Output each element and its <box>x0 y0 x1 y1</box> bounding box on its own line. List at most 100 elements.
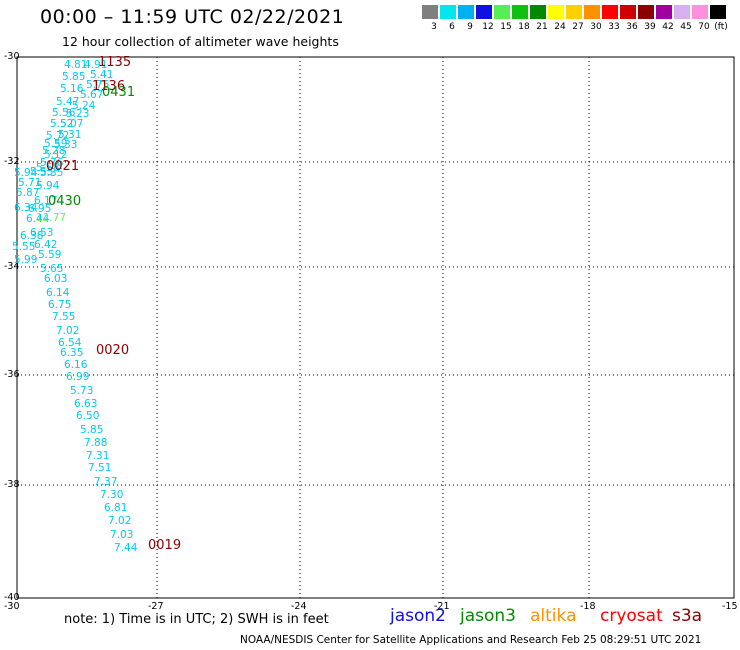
scale-swatch <box>422 5 438 19</box>
wave-height-value: 7.31 <box>86 450 110 462</box>
latitude-label: -34 <box>4 261 20 272</box>
wave-height-value: 4.91 <box>84 59 108 71</box>
pass-time-label: 0021 <box>46 159 80 174</box>
wave-height-value: 6.34 <box>14 202 38 214</box>
wave-height-value: 5.55 <box>12 241 36 253</box>
scale-swatch <box>620 5 636 19</box>
wave-height-value: 5.23 <box>66 108 90 120</box>
wave-height-value: 5.67 <box>80 89 104 101</box>
scale-label: 42 <box>662 22 674 32</box>
wave-height-value: 5.73 <box>70 385 94 397</box>
pass-time-label: 0430 <box>48 194 82 209</box>
scale-swatch <box>476 5 492 19</box>
longitude-label: -27 <box>148 601 164 612</box>
wave-height-value: 7.88 <box>84 437 108 449</box>
wave-height-value: 5.41 <box>90 69 114 81</box>
longitude-label: -24 <box>291 601 307 612</box>
footer-credit: NOAA/NESDIS Center for Satellite Applica… <box>240 634 702 646</box>
wave-height-value: 5.35 <box>40 167 64 179</box>
wave-height-value: 5.12 <box>44 149 68 161</box>
chart-title: 00:00 – 11:59 UTC 02/22/2021 <box>40 6 345 28</box>
scale-label: 21 <box>536 22 548 32</box>
scale-label: 6 <box>449 22 455 32</box>
wave-height-value: 5.56 <box>52 107 76 119</box>
scale-label: 30 <box>590 22 602 32</box>
scale-label: 45 <box>680 22 692 32</box>
scale-swatch <box>458 5 474 19</box>
wave-height-value: 5.47 <box>56 96 80 108</box>
wave-height-value: 6.38 <box>20 230 44 242</box>
satellite-s3a-label: s3a <box>672 606 703 626</box>
satellite-altika-label: altika <box>530 606 577 626</box>
wave-height-value: 7.55 <box>52 311 76 323</box>
wave-height-value: 5.24 <box>72 100 96 112</box>
wave-height-value: 6.42 <box>34 239 58 251</box>
plot-frame <box>16 56 735 599</box>
wave-height-value: 6.03 <box>44 273 68 285</box>
scale-label: 36 <box>626 22 638 32</box>
wave-height-value: 5.59 <box>38 249 62 261</box>
wave-height-value: 7.37 <box>94 476 118 488</box>
satellite-jason2-label: jason2 <box>390 606 446 626</box>
wave-height-value: 7.02 <box>56 325 80 337</box>
wave-height-value: 5.72 <box>46 130 70 142</box>
scale-label: 3 <box>431 22 437 32</box>
wave-height-value: 7.03 <box>110 529 134 541</box>
wave-height-value: 4.81 <box>64 59 88 71</box>
latitude-label: -30 <box>4 51 20 62</box>
wave-height-value: 5.65 <box>40 263 64 275</box>
wave-height-value: 7.02 <box>108 515 132 527</box>
wave-height-value: 5.59 <box>44 138 68 150</box>
wave-height-value: 6.16 <box>64 359 88 371</box>
longitude-label: -18 <box>580 601 596 612</box>
latitude-label: -38 <box>4 479 20 490</box>
wave-height-value: 12.77 <box>36 212 67 224</box>
wave-height-value: 6.44 <box>26 213 50 225</box>
satellite-jason3-label: jason3 <box>460 606 516 626</box>
note-text: note: 1) Time is in UTC; 2) SWH is in fe… <box>64 612 329 627</box>
latitude-label: -32 <box>4 156 20 167</box>
scale-swatch <box>584 5 600 19</box>
scale-swatch <box>530 5 546 19</box>
longitude-label: -30 <box>4 601 20 612</box>
scale-swatch <box>440 5 456 19</box>
wave-height-value: 6.75 <box>48 299 72 311</box>
scale-label: 24 <box>554 22 566 32</box>
latitude-label: -36 <box>4 369 20 380</box>
scale-label: 27 <box>572 22 584 32</box>
scale-swatch <box>494 5 510 19</box>
wave-height-value: 5.55 <box>30 166 54 178</box>
wave-height-value: 5.07 <box>60 118 84 130</box>
wave-height-value: 5.85 <box>80 424 104 436</box>
chart-subtitle: 12 hour collection of altimeter wave hei… <box>62 34 339 49</box>
scale-swatch <box>566 5 582 19</box>
wave-height-value: 7.30 <box>100 489 124 501</box>
scale-swatch <box>674 5 690 19</box>
scale-label: 9 <box>467 22 473 32</box>
wave-height-value: 6.95 <box>28 203 52 215</box>
scale-swatch <box>512 5 528 19</box>
pass-time-label: 1136 <box>92 79 126 94</box>
wave-height-value: 5.28 <box>42 145 66 157</box>
scale-label: 15 <box>500 22 512 32</box>
wave-height-value: 6.50 <box>76 410 100 422</box>
wave-height-value: 7.51 <box>88 462 112 474</box>
wave-height-value: 5.75 <box>86 79 110 91</box>
wave-height-value: 6.54 <box>58 337 82 349</box>
wave-height-value: 5.99 <box>14 254 38 266</box>
scale-label: 33 <box>608 22 620 32</box>
wave-height-value: 5.94 <box>36 180 60 192</box>
wave-height-value: 6.63 <box>74 398 98 410</box>
pass-time-label: 0019 <box>148 538 182 553</box>
pass-time-label: 1135 <box>98 55 132 70</box>
wave-height-value: 6.17 <box>34 195 58 207</box>
wave-height-value: 6.81 <box>104 502 128 514</box>
wave-height-value: 5.16 <box>60 83 84 95</box>
scale-swatch <box>692 5 708 19</box>
wave-height-value: 6.53 <box>30 227 54 239</box>
scale-swatch <box>656 5 672 19</box>
wave-height-value: 5.71 <box>18 177 42 189</box>
latitude-label: -40 <box>4 592 20 603</box>
longitude-label: -21 <box>434 601 450 612</box>
